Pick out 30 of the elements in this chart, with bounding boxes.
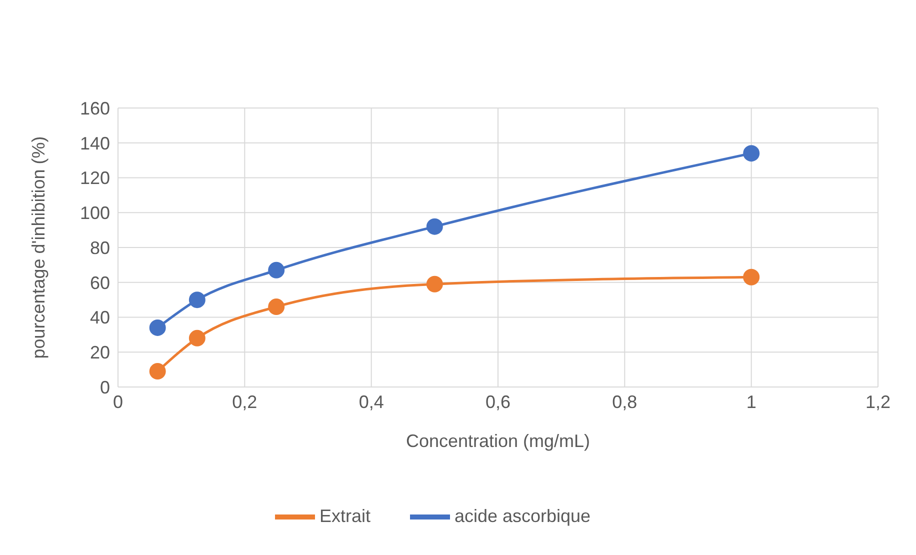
y-tick-label: 0 (100, 377, 110, 398)
x-tick-label: 0,4 (358, 392, 384, 412)
point (149, 319, 166, 336)
point (268, 262, 285, 278)
y-tick-label: 40 (90, 308, 110, 328)
y-tick-label: 140 (80, 133, 110, 154)
point (149, 363, 166, 380)
x-tick-label: 0,6 (485, 392, 511, 412)
y-tick-label: 20 (90, 342, 110, 363)
x-tick-label: 1 (746, 392, 756, 412)
y-tick-label: 120 (80, 168, 110, 188)
point (743, 268, 760, 286)
legend-label: acide ascorbique (454, 506, 591, 526)
legend-label: Extrait (319, 506, 370, 526)
y-axis-title: pourcentage d'inhibition (%) (28, 136, 48, 359)
point (268, 298, 285, 316)
x-tick-label: 1,2 (865, 392, 891, 412)
x-tick-label: 0,8 (612, 392, 638, 412)
point (426, 276, 443, 292)
point (743, 145, 760, 162)
y-tick-label: 100 (80, 203, 110, 224)
x-tick-label: 0 (112, 392, 124, 412)
x-tick-label: 0,2 (232, 392, 258, 412)
point (188, 330, 206, 346)
point (188, 292, 206, 308)
y-tick-label: 160 (80, 98, 110, 118)
y-tick-label: 60 (90, 272, 110, 293)
point (426, 218, 443, 235)
y-tick-label: 80 (90, 238, 110, 258)
x-axis-title: Concentration (mg/mL) (406, 431, 590, 451)
